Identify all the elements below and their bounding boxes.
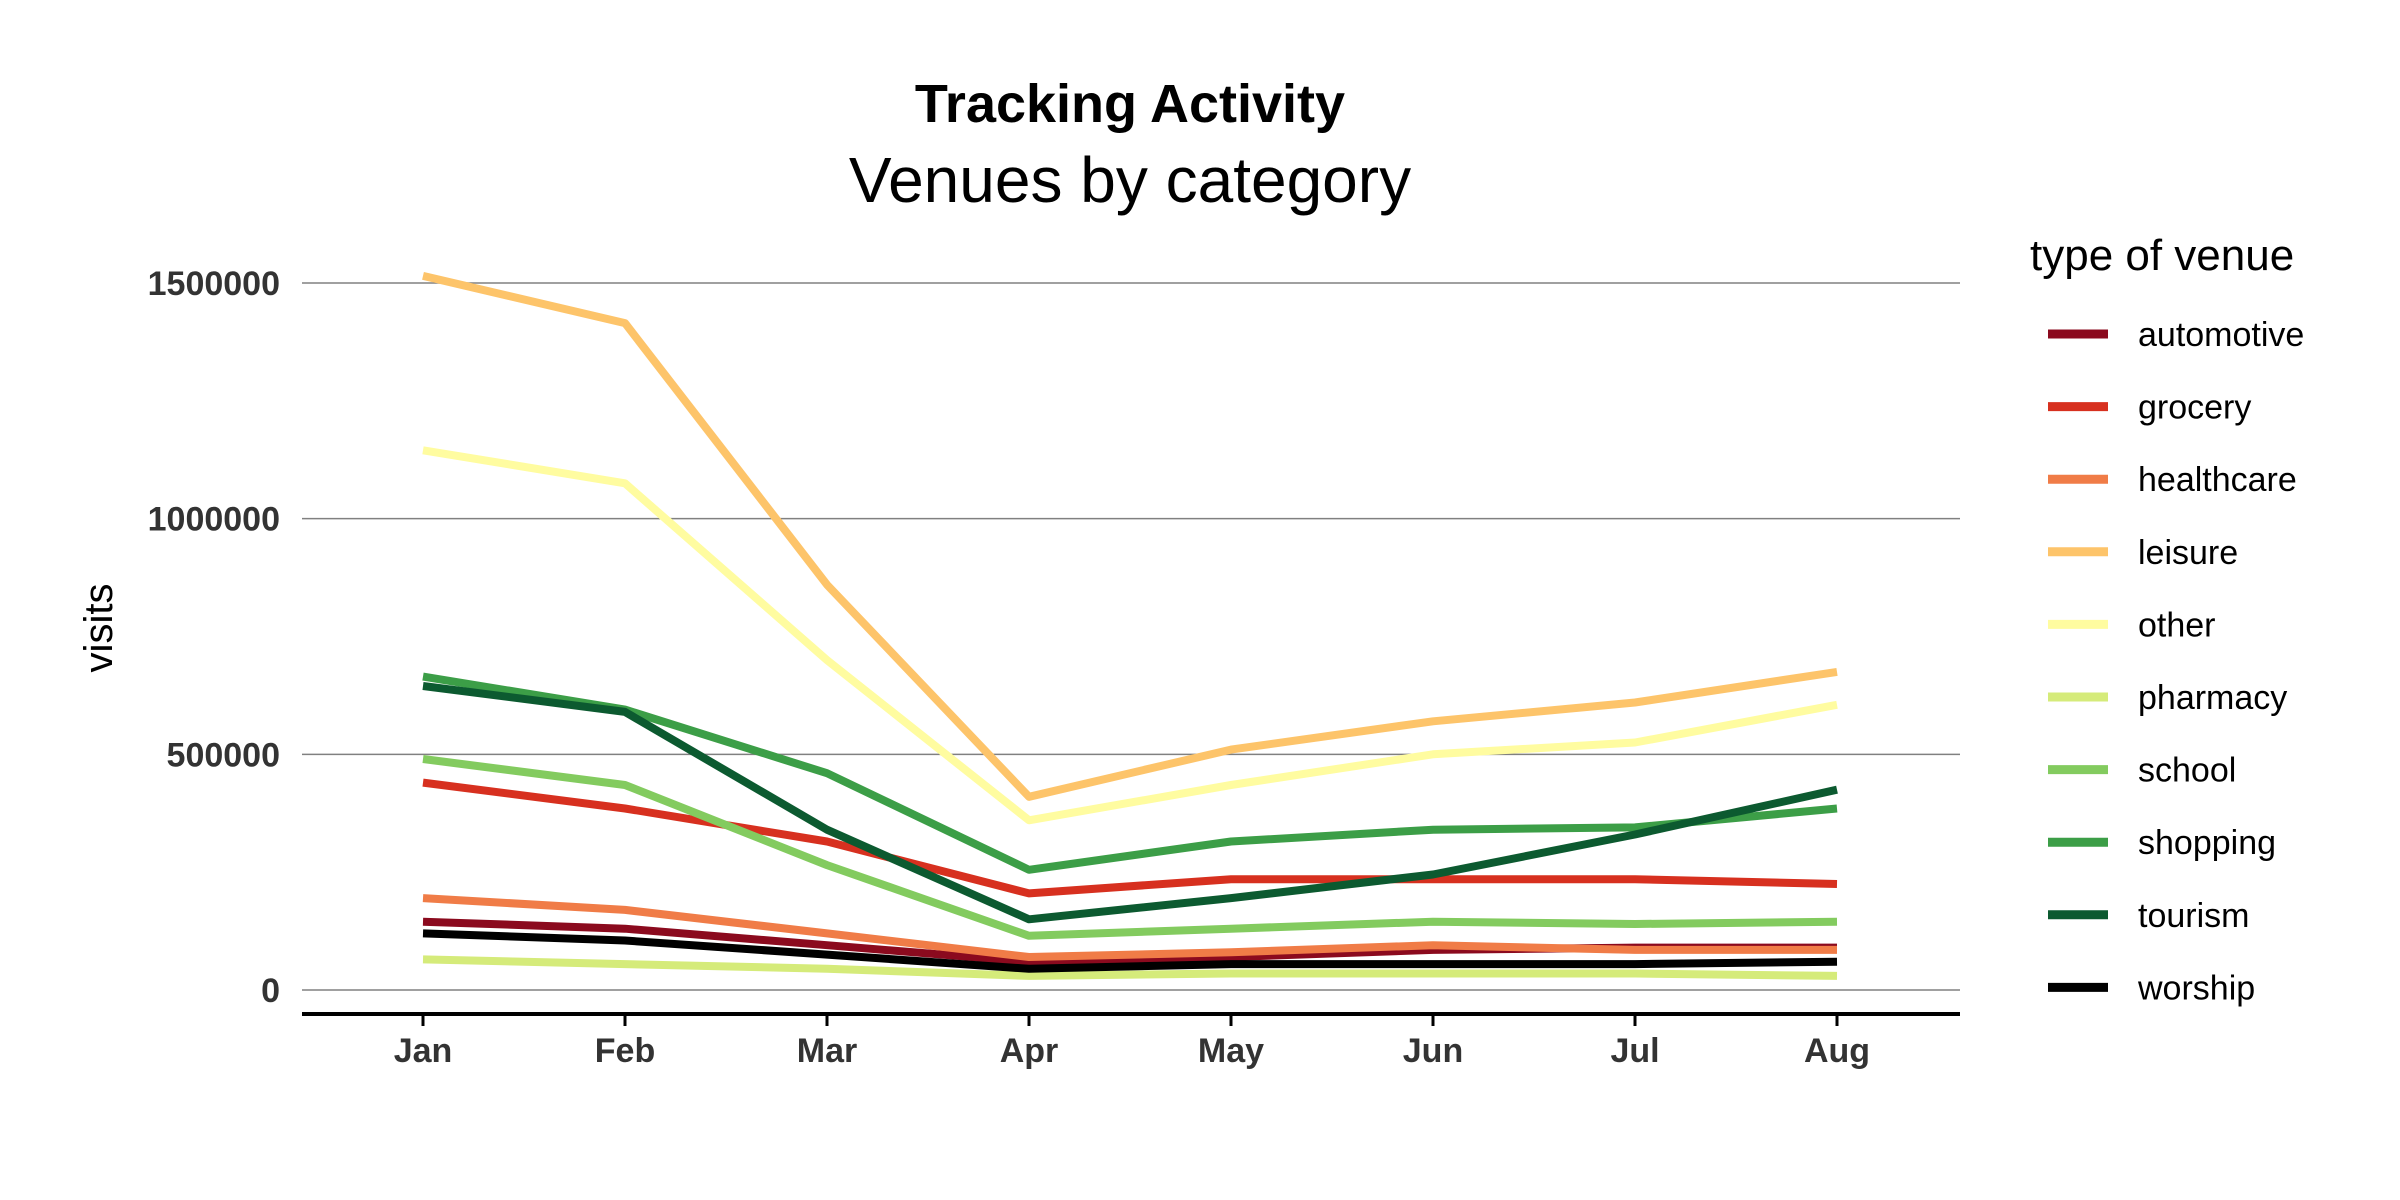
series-line-school bbox=[422, 755, 1838, 940]
x-tick-label: Apr bbox=[1000, 1032, 1059, 1070]
series-line-worship bbox=[422, 929, 1838, 973]
legend-item-worship: worship bbox=[2048, 969, 2255, 1007]
x-axis-ticks: Jan Feb Mar Apr May Jun Jul Aug bbox=[394, 1014, 1870, 1070]
y-axis-label: visits bbox=[77, 584, 121, 673]
y-tick-label: 500000 bbox=[167, 736, 280, 774]
legend-label: other bbox=[2138, 606, 2216, 644]
series-line-grocery bbox=[422, 778, 1838, 898]
x-tick-label: May bbox=[1198, 1032, 1264, 1070]
y-tick-label: 1000000 bbox=[148, 501, 280, 539]
series-line-pharmacy bbox=[422, 955, 1838, 980]
series-line-tourism bbox=[422, 682, 1838, 924]
legend-item-grocery: grocery bbox=[2048, 389, 2251, 427]
chart-subtitle: Venues by category bbox=[849, 144, 1411, 216]
legend-label: healthcare bbox=[2138, 461, 2297, 499]
legend-item-healthcare: healthcare bbox=[2048, 461, 2297, 499]
x-tick-label: Feb bbox=[595, 1032, 655, 1070]
legend-label: pharmacy bbox=[2138, 679, 2287, 717]
y-tick-label: 1500000 bbox=[148, 265, 280, 303]
legend-label: worship bbox=[2137, 969, 2255, 1007]
legend-label: automotive bbox=[2138, 316, 2304, 354]
series-line-healthcare bbox=[422, 894, 1837, 961]
x-tick-label: Jul bbox=[1610, 1032, 1659, 1070]
gridlines bbox=[302, 282, 1960, 991]
legend-label: grocery bbox=[2138, 389, 2251, 427]
x-tick-label: Jan bbox=[394, 1032, 453, 1070]
x-tick-label: Mar bbox=[797, 1032, 857, 1070]
legend-label: shopping bbox=[2138, 824, 2276, 862]
legend-item-shopping: shopping bbox=[2048, 824, 2276, 862]
y-axis-ticks: 0 500000 1000000 1500000 bbox=[148, 265, 280, 1010]
legend-label: school bbox=[2138, 752, 2236, 790]
series-lines bbox=[422, 272, 1838, 980]
y-tick-label: 0 bbox=[261, 972, 280, 1010]
series-line-leisure bbox=[422, 272, 1838, 801]
legend-item-leisure: leisure bbox=[2048, 534, 2238, 572]
legend: type of venue automotive grocery healthcar… bbox=[2030, 231, 2304, 1007]
legend-label: leisure bbox=[2138, 534, 2238, 572]
legend-item-tourism: tourism bbox=[2048, 897, 2249, 935]
series-line-shopping bbox=[422, 672, 1838, 874]
x-tick-label: Jun bbox=[1403, 1032, 1463, 1070]
x-tick-label: Aug bbox=[1804, 1032, 1870, 1070]
legend-title: type of venue bbox=[2030, 231, 2294, 280]
legend-item-other: other bbox=[2048, 606, 2216, 644]
series-line-other bbox=[422, 446, 1838, 825]
legend-item-school: school bbox=[2048, 752, 2236, 790]
legend-item-automotive: automotive bbox=[2048, 316, 2304, 354]
legend-label: tourism bbox=[2138, 897, 2249, 935]
legend-item-pharmacy: pharmacy bbox=[2048, 679, 2287, 717]
chart-title: Tracking Activity bbox=[915, 74, 1345, 134]
